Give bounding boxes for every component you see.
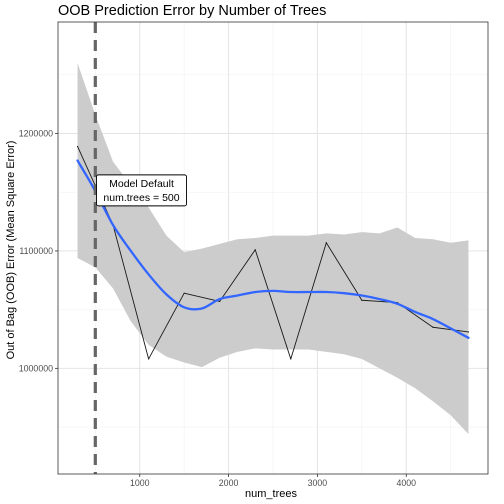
annotation-line-model-default: Model Default	[109, 178, 174, 190]
smooth-line-layer	[76, 159, 470, 339]
annotation-line-num-trees: num.trees = 500	[103, 192, 179, 204]
panel-border	[57, 21, 489, 475]
y-tick-label: 1100000	[19, 246, 53, 256]
x-axis-ticks: 1000 2000 3000 4000	[130, 474, 416, 488]
x-tick-label: 2000	[219, 478, 239, 488]
oob-error-point	[148, 358, 150, 360]
y-axis-ticks: 1000000 1100000 1200000	[19, 129, 58, 373]
oob-error-point	[290, 358, 292, 360]
x-tick-label: 4000	[396, 478, 416, 488]
x-axis-title: num_trees	[245, 488, 297, 500]
confidence-band-layer	[77, 63, 469, 435]
oob-error-point	[432, 326, 434, 328]
oob-error-point	[467, 331, 470, 333]
y-axis-title: Out of Bag (OOB) Error (Mean Square Erro…	[5, 141, 17, 360]
oob-error-point	[76, 145, 79, 148]
y-tick-label: 1200000	[19, 129, 53, 139]
oob-error-point	[325, 242, 327, 244]
annotation-layer: Model Default num.trees = 500	[96, 174, 187, 207]
annotation-box	[96, 174, 187, 207]
x-tick-label: 1000	[130, 478, 150, 488]
chart-title: OOB Prediction Error by Number of Trees	[58, 3, 326, 19]
oob-error-point	[183, 292, 185, 294]
oob-error-point	[254, 249, 256, 251]
oob-error-point	[219, 300, 221, 303]
confidence-band	[77, 63, 469, 435]
loess-smooth-line	[76, 159, 470, 339]
x-tick-label: 3000	[308, 478, 328, 488]
y-tick-label: 1000000	[19, 363, 53, 373]
oob-error-point	[361, 299, 363, 301]
